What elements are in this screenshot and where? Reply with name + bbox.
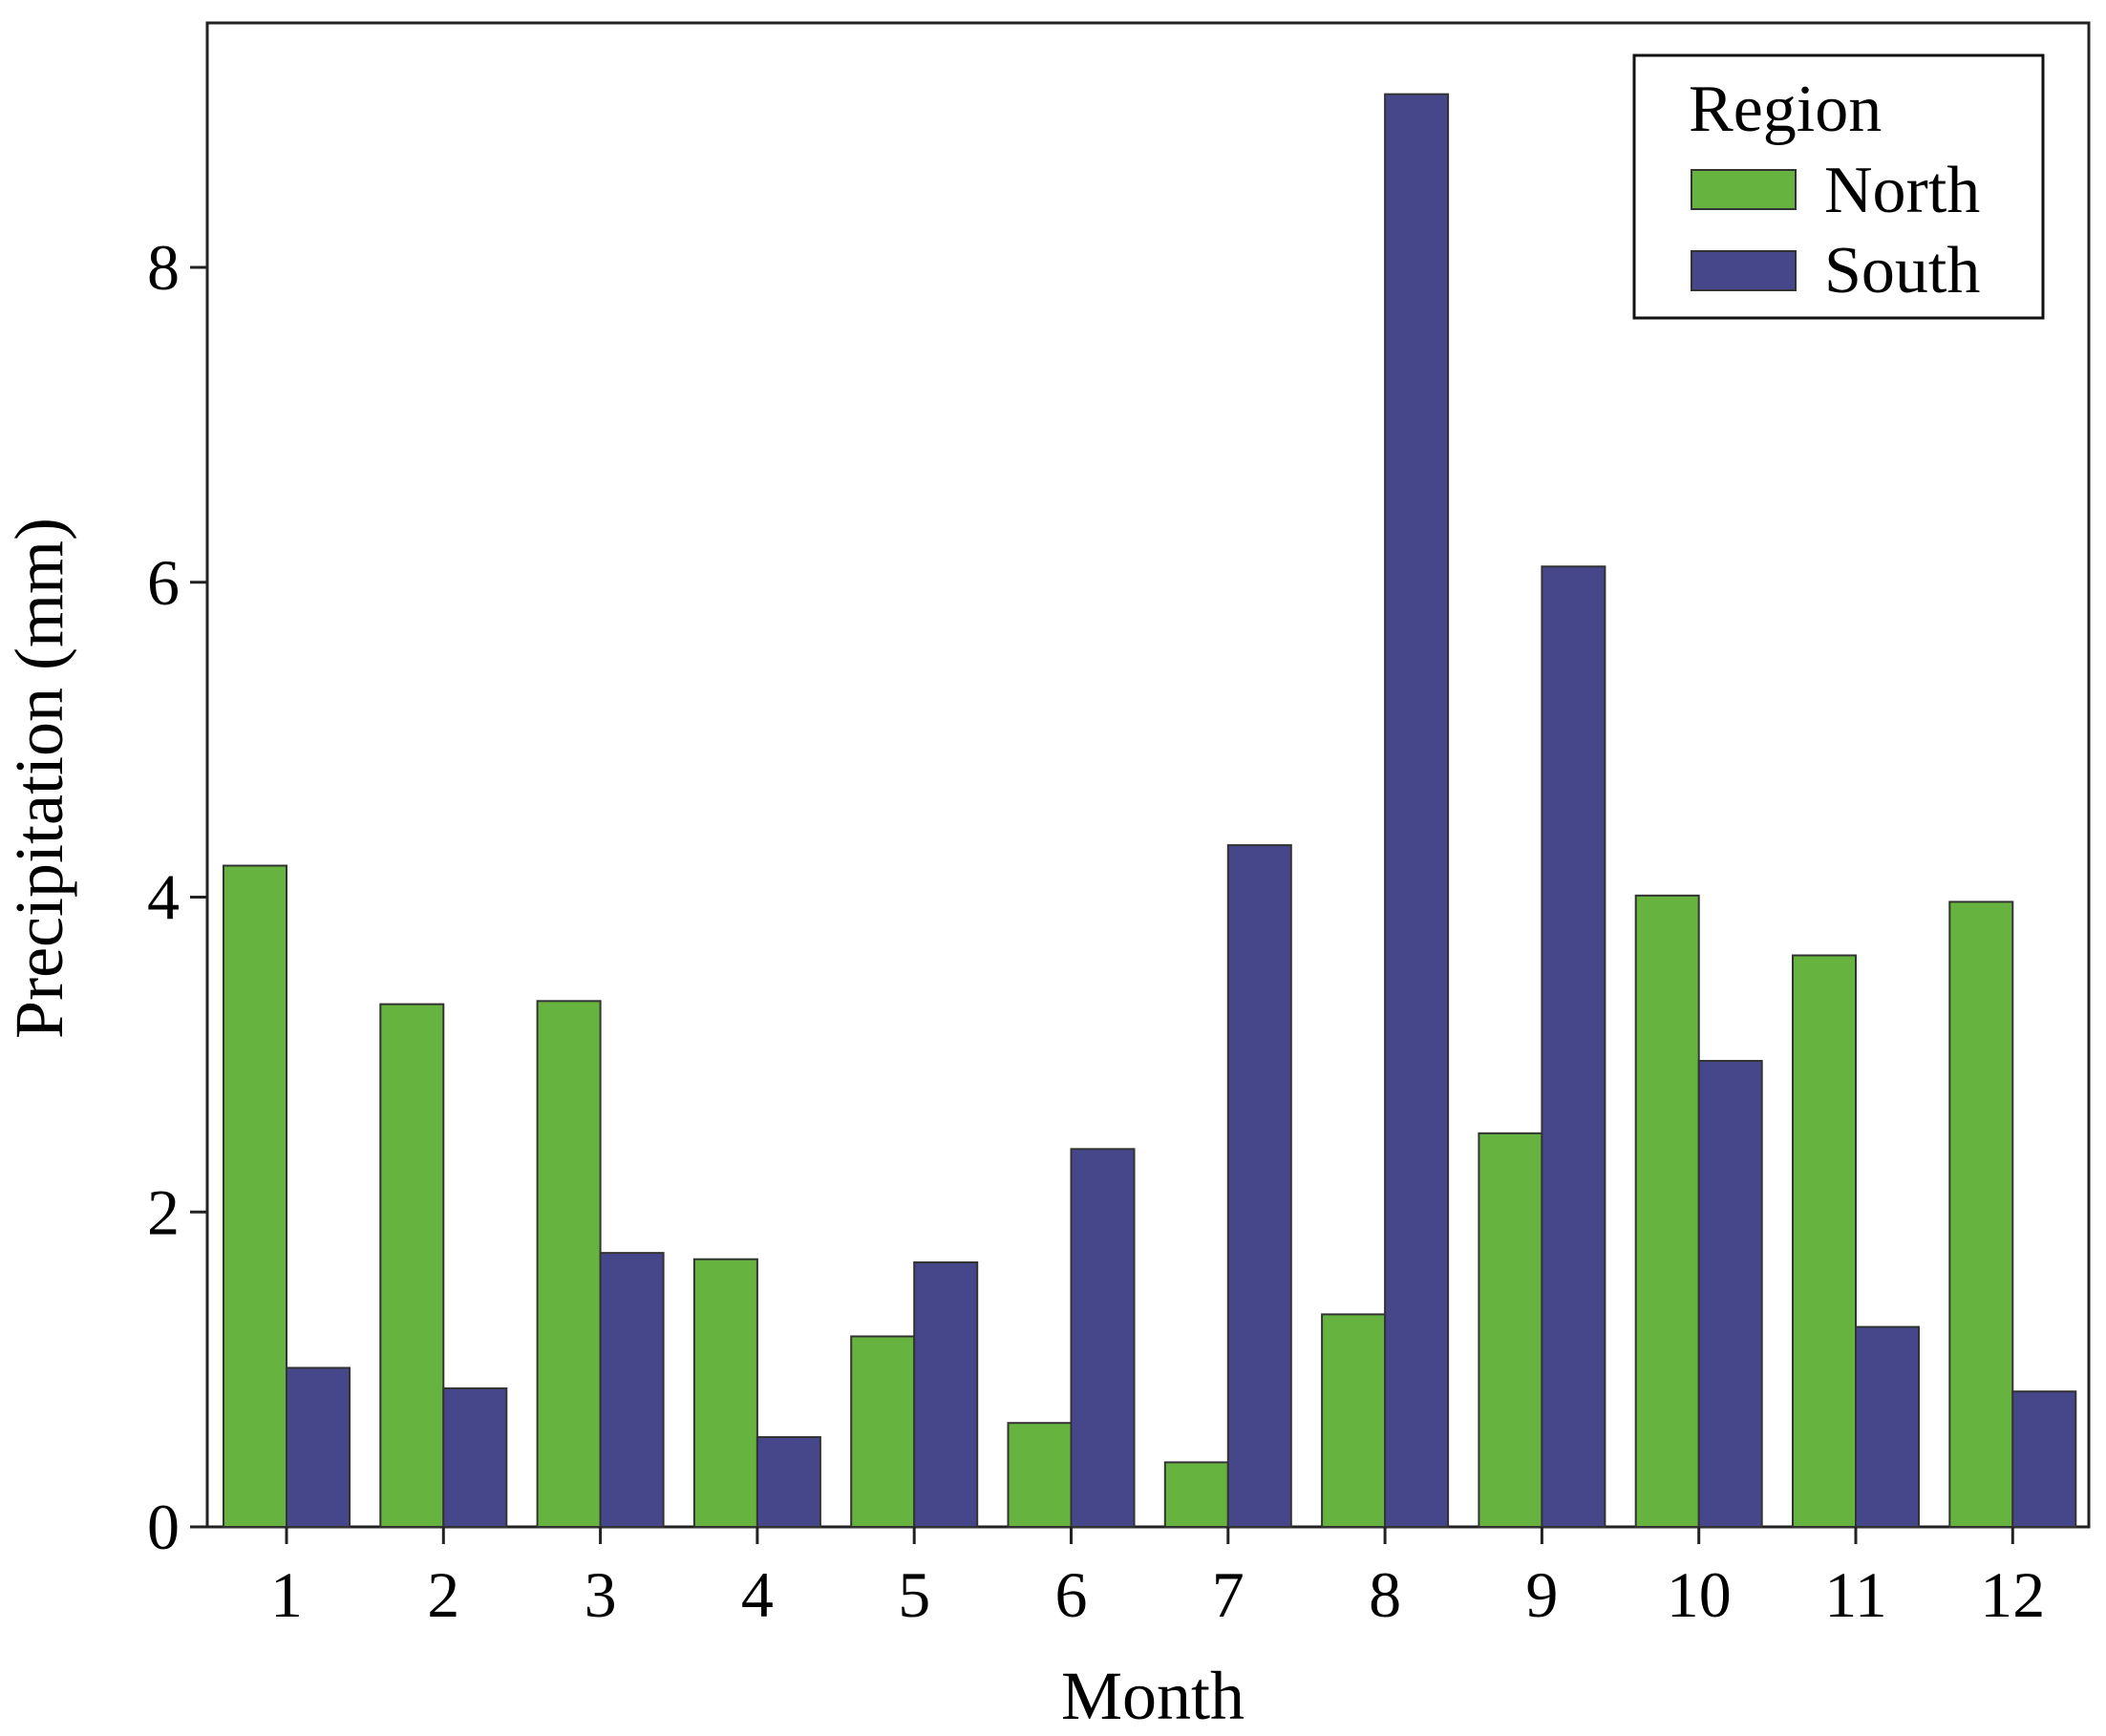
- x-tick-label: 12: [1980, 1558, 2045, 1631]
- x-tick-label: 11: [1824, 1558, 1886, 1631]
- bar-south-month-12: [2011, 1390, 2077, 1529]
- bar-north-month-2: [379, 1003, 445, 1528]
- bar-south-month-5: [913, 1261, 979, 1528]
- bar-south-month-3: [599, 1252, 665, 1529]
- bar-south-month-8: [1384, 93, 1450, 1529]
- y-tick-label: 2: [147, 1175, 180, 1248]
- y-axis-ticks: 0 2 4 6 8: [147, 231, 207, 1563]
- legend-swatch-north: [1691, 169, 1797, 210]
- bar-north-month-10: [1634, 894, 1700, 1528]
- x-tick-label: 10: [1667, 1558, 1732, 1631]
- x-tick-label: 2: [427, 1558, 459, 1631]
- legend-label-north: North: [1824, 154, 1980, 227]
- x-tick-label: 8: [1369, 1558, 1401, 1631]
- bar-north-month-5: [850, 1335, 916, 1528]
- bar-north-month-6: [1007, 1422, 1073, 1528]
- bar-north-month-8: [1321, 1313, 1387, 1528]
- bar-south-month-6: [1070, 1148, 1136, 1529]
- bar-north-month-1: [223, 864, 287, 1528]
- x-tick-label: 4: [741, 1558, 774, 1631]
- bar-north-month-11: [1792, 954, 1857, 1528]
- bar-south-month-10: [1697, 1059, 1763, 1528]
- bar-north-month-12: [1948, 900, 2014, 1528]
- legend: Region North South: [1632, 53, 2045, 320]
- bar-south-month-1: [286, 1366, 351, 1528]
- x-axis-ticks: 1 2 3 4 5 6 7 8 9 10 11 12: [270, 1527, 2045, 1631]
- y-axis-title: Precipitation (mm): [1, 518, 77, 1039]
- bar-north-month-7: [1163, 1461, 1229, 1528]
- x-tick-label: 5: [898, 1558, 930, 1631]
- y-tick-label: 0: [147, 1491, 180, 1563]
- legend-label-south: South: [1824, 234, 1980, 307]
- y-tick-label: 4: [147, 861, 180, 934]
- x-tick-label: 3: [585, 1558, 617, 1631]
- bar-group: [223, 93, 2077, 1529]
- legend-title: Region: [1689, 73, 1882, 146]
- bar-south-month-9: [1541, 565, 1606, 1528]
- bar-north-month-4: [692, 1258, 758, 1529]
- bar-north-month-9: [1478, 1132, 1543, 1528]
- x-axis-title: Month: [1061, 1658, 1244, 1734]
- x-tick-label: 9: [1525, 1558, 1558, 1631]
- y-tick-label: 8: [147, 231, 180, 304]
- x-tick-label: 6: [1055, 1558, 1088, 1631]
- bar-south-month-4: [755, 1436, 821, 1528]
- x-tick-label: 7: [1212, 1558, 1244, 1631]
- legend-swatch-south: [1691, 250, 1797, 291]
- bar-south-month-2: [442, 1387, 508, 1529]
- x-tick-label: 1: [270, 1558, 303, 1631]
- bar-south-month-11: [1855, 1325, 1920, 1529]
- bar-south-month-7: [1226, 844, 1292, 1528]
- y-tick-label: 6: [147, 546, 180, 619]
- bar-north-month-3: [536, 1000, 602, 1528]
